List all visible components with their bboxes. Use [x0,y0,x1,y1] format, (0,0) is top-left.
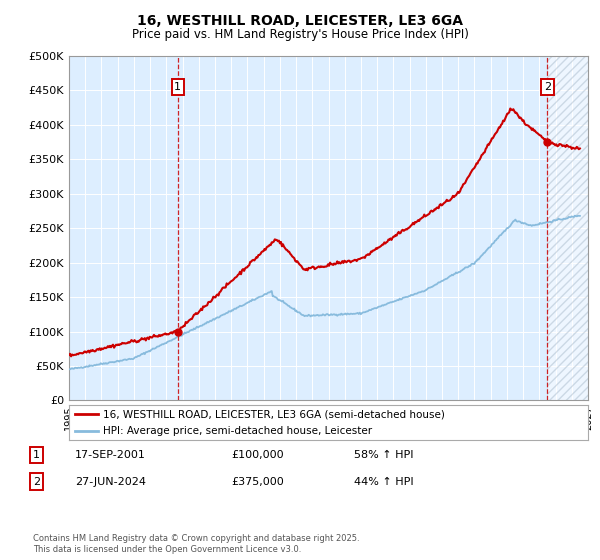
Text: 1: 1 [175,82,181,92]
Text: £375,000: £375,000 [231,477,284,487]
Text: 27-JUN-2024: 27-JUN-2024 [75,477,146,487]
Text: 2: 2 [544,82,551,92]
Text: 44% ↑ HPI: 44% ↑ HPI [354,477,413,487]
Text: 17-SEP-2001: 17-SEP-2001 [75,450,146,460]
Text: Contains HM Land Registry data © Crown copyright and database right 2025.
This d: Contains HM Land Registry data © Crown c… [33,534,359,554]
Text: 2: 2 [33,477,40,487]
Text: 58% ↑ HPI: 58% ↑ HPI [354,450,413,460]
Text: 1: 1 [33,450,40,460]
Bar [547,56,588,400]
Text: 16, WESTHILL ROAD, LEICESTER, LE3 6GA (semi-detached house): 16, WESTHILL ROAD, LEICESTER, LE3 6GA (s… [103,409,445,419]
Text: 16, WESTHILL ROAD, LEICESTER, LE3 6GA: 16, WESTHILL ROAD, LEICESTER, LE3 6GA [137,14,463,28]
Text: HPI: Average price, semi-detached house, Leicester: HPI: Average price, semi-detached house,… [103,426,372,436]
Text: £100,000: £100,000 [231,450,284,460]
Text: Price paid vs. HM Land Registry's House Price Index (HPI): Price paid vs. HM Land Registry's House … [131,28,469,41]
